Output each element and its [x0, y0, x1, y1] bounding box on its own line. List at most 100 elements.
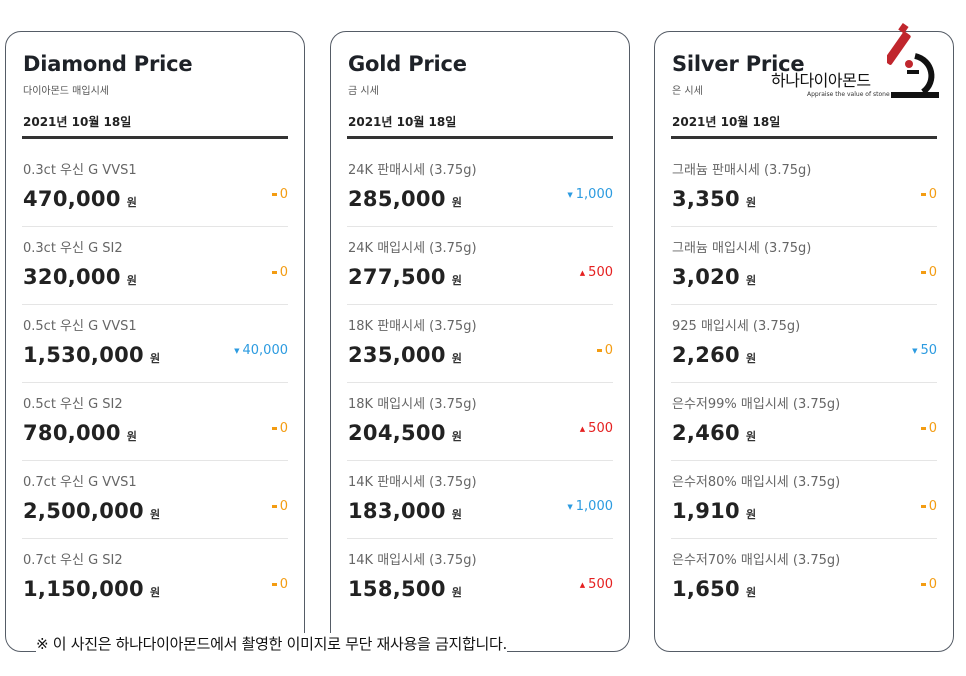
price-amount: 1,150,000	[23, 577, 144, 601]
price-value: 3,350 원	[672, 187, 756, 211]
price-value: 285,000 원	[348, 187, 462, 211]
price-change: 0	[271, 421, 288, 436]
currency-unit: 원	[149, 352, 161, 365]
no-change-icon	[271, 193, 277, 196]
price-row: 은수저70% 매입시세 (3.75g) 1,650 원 0	[671, 539, 937, 617]
price-value: 2,260 원	[672, 343, 756, 367]
price-value: 158,500 원	[348, 577, 462, 601]
price-change: ▼ 40,000	[234, 343, 288, 358]
change-amount: 500	[588, 421, 613, 436]
price-change: 0	[920, 187, 937, 202]
no-change-icon	[271, 583, 277, 586]
price-value: 1,150,000 원	[23, 577, 160, 601]
price-amount: 1,650	[672, 577, 740, 601]
item-label: 그래늄 판매시세 (3.75g)	[672, 163, 812, 178]
price-value: 2,500,000 원	[23, 499, 160, 523]
currency-unit: 원	[451, 586, 463, 599]
item-label: 24K 매입시세 (3.75g)	[348, 241, 477, 256]
price-change: ▲ 500	[580, 577, 613, 592]
change-amount: 0	[279, 499, 288, 514]
price-change: 0	[920, 577, 937, 592]
item-label: 그래늄 매입시세 (3.75g)	[672, 241, 812, 256]
price-amount: 2,500,000	[23, 499, 144, 523]
price-amount: 780,000	[23, 421, 121, 445]
no-change-icon	[920, 505, 926, 508]
currency-unit: 원	[745, 508, 757, 521]
item-label: 925 매입시세 (3.75g)	[672, 319, 801, 334]
price-row: 0.3ct 우신 G VVS1 470,000 원 0	[22, 149, 288, 227]
divider	[22, 136, 288, 139]
no-change-icon	[920, 193, 926, 196]
card-title: Gold Price	[348, 52, 467, 76]
price-change: ▼ 1,000	[567, 187, 613, 202]
currency-unit: 원	[126, 274, 138, 287]
change-amount: 0	[279, 421, 288, 436]
divider	[347, 136, 613, 139]
price-change: 0	[920, 265, 937, 280]
price-change: 0	[920, 421, 937, 436]
price-list: 0.3ct 우신 G VVS1 470,000 원 0 0.3ct 우신 G SI2 32…	[22, 149, 288, 617]
change-amount: 0	[279, 265, 288, 280]
card-title: Silver Price	[672, 52, 805, 76]
item-label: 0.7ct 우신 G SI2	[23, 553, 123, 568]
no-change-icon	[920, 427, 926, 430]
change-amount: 0	[928, 577, 937, 592]
change-amount: 0	[279, 577, 288, 592]
arrow-up-icon: ▲	[579, 580, 586, 589]
price-amount: 277,500	[348, 265, 446, 289]
price-list: 그래늄 판매시세 (3.75g) 3,350 원 0 그래늄 매입시세 (3.75g) 3…	[671, 149, 937, 617]
card-subtitle: 은 시세	[672, 86, 703, 97]
item-label: 은수저99% 매입시세 (3.75g)	[672, 397, 841, 412]
item-label: 14K 매입시세 (3.75g)	[348, 553, 477, 568]
arrow-down-icon: ▼	[234, 346, 240, 355]
currency-unit: 원	[745, 430, 757, 443]
price-row: 은수저99% 매입시세 (3.75g) 2,460 원 0	[671, 383, 937, 461]
price-change: 0	[271, 499, 288, 514]
item-label: 0.5ct 우신 G VVS1	[23, 319, 137, 334]
price-amount: 235,000	[348, 343, 446, 367]
price-amount: 2,460	[672, 421, 740, 445]
price-amount: 1,910	[672, 499, 740, 523]
price-change: 0	[271, 577, 288, 592]
price-row: 0.7ct 우신 G VVS1 2,500,000 원 0	[22, 461, 288, 539]
price-value: 780,000 원	[23, 421, 137, 445]
arrow-up-icon: ▲	[579, 268, 586, 277]
brand-watermark: 하나다이아몬드 Appraise the value of stone	[765, 22, 945, 102]
no-change-icon	[920, 583, 926, 586]
item-label: 은수저80% 매입시세 (3.75g)	[672, 475, 841, 490]
price-list: 24K 판매시세 (3.75g) 285,000 원 ▼ 1,000 24K 매입시세 (…	[347, 149, 613, 617]
diamond-price-card: Diamond Price 다이아몬드 매입시세 2021년 10월 18일 0…	[5, 31, 305, 652]
price-change: 0	[920, 499, 937, 514]
card-date: 2021년 10월 18일	[672, 115, 781, 129]
price-change: 0	[271, 187, 288, 202]
item-label: 0.3ct 우신 G VVS1	[23, 163, 137, 178]
no-change-icon	[596, 349, 602, 352]
change-amount: 50	[920, 343, 937, 358]
arrow-down-icon: ▼	[567, 502, 573, 511]
currency-unit: 원	[451, 508, 463, 521]
price-amount: 2,260	[672, 343, 740, 367]
change-amount: 0	[928, 499, 937, 514]
gold-price-card: Gold Price 금 시세 2021년 10월 18일 24K 판매시세 (…	[330, 31, 630, 652]
item-label: 14K 판매시세 (3.75g)	[348, 475, 477, 490]
price-change: 0	[271, 265, 288, 280]
currency-unit: 원	[745, 586, 757, 599]
card-subtitle: 다이아몬드 매입시세	[23, 86, 109, 97]
no-change-icon	[271, 427, 277, 430]
card-date: 2021년 10월 18일	[23, 115, 132, 129]
arrow-up-icon: ▲	[579, 424, 586, 433]
currency-unit: 원	[451, 352, 463, 365]
price-amount: 285,000	[348, 187, 446, 211]
currency-unit: 원	[745, 274, 757, 287]
change-amount: 40,000	[242, 343, 289, 358]
price-row: 24K 매입시세 (3.75g) 277,500 원 ▲ 500	[347, 227, 613, 305]
price-row: 0.5ct 우신 G VVS1 1,530,000 원 ▼ 40,000	[22, 305, 288, 383]
price-row: 그래늄 매입시세 (3.75g) 3,020 원 0	[671, 227, 937, 305]
brand-tagline: Appraise the value of stone	[807, 91, 890, 98]
currency-unit: 원	[745, 196, 757, 209]
price-value: 204,500 원	[348, 421, 462, 445]
item-label: 24K 판매시세 (3.75g)	[348, 163, 477, 178]
price-amount: 3,020	[672, 265, 740, 289]
price-value: 183,000 원	[348, 499, 462, 523]
currency-unit: 원	[745, 352, 757, 365]
